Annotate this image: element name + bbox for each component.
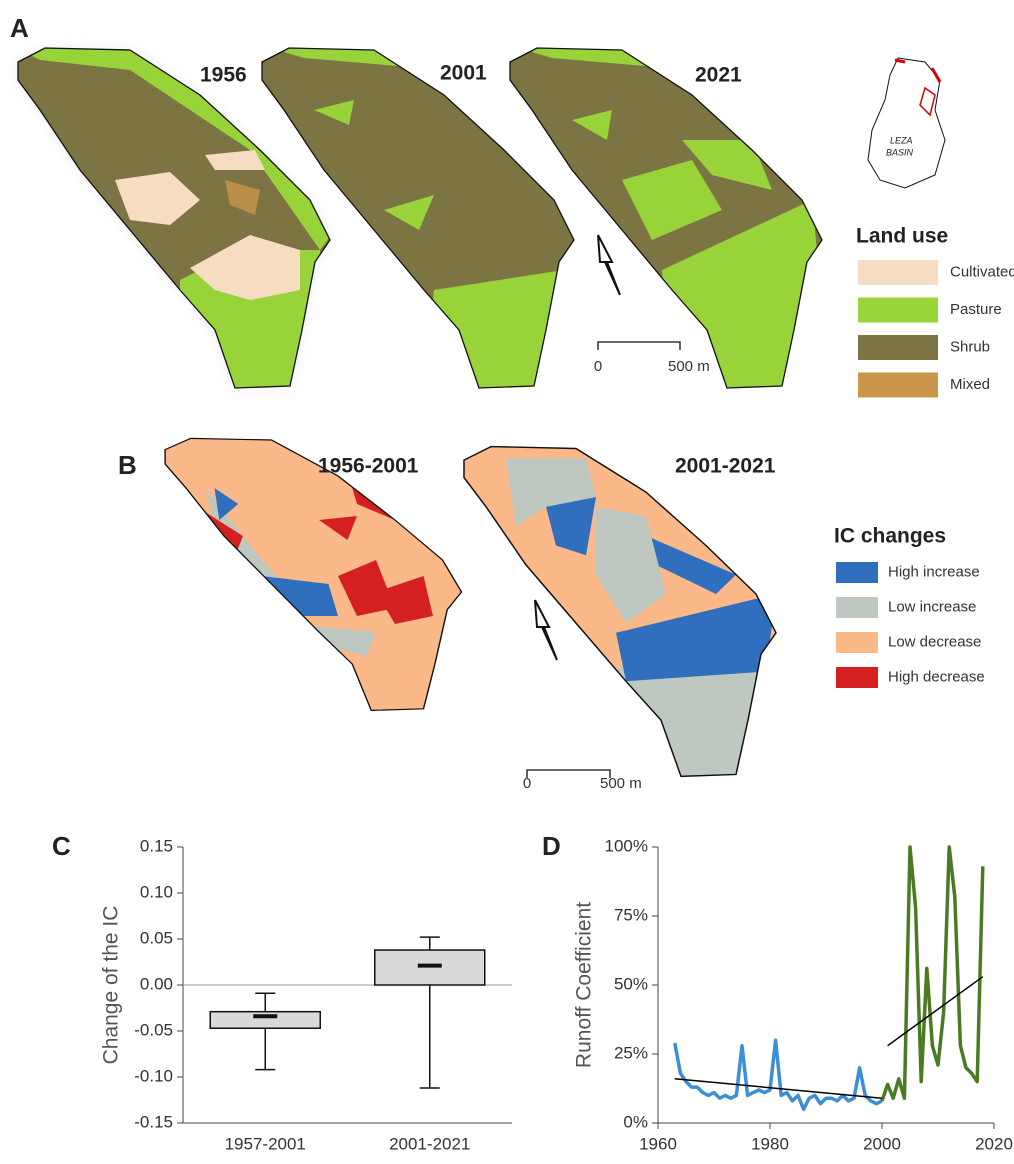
map-title: 2001-2021 (675, 455, 776, 478)
map-1956-2001 (148, 400, 471, 720)
y-tick-label: 0.15 (140, 836, 173, 855)
x-tick-label: 1980 (751, 1134, 789, 1153)
y-tick-label: 0.10 (140, 882, 173, 901)
map-title: 2001 (440, 62, 487, 85)
data-line (675, 1040, 882, 1109)
x-tick-label: 1957-2001 (225, 1134, 306, 1153)
legend-label: Pasture (950, 301, 1002, 318)
y-axis-title: Runoff Coefficient (573, 902, 596, 1068)
legend-title: IC changes (834, 525, 946, 548)
panel-label: C (52, 831, 71, 861)
scale-label: 0 (594, 358, 602, 375)
map-title: 2021 (695, 64, 742, 87)
legend-swatch (836, 667, 878, 688)
north-arrow (598, 235, 620, 295)
legend-swatch (836, 632, 878, 653)
scale-bar (527, 770, 610, 778)
legend-label: Low increase (888, 598, 976, 615)
y-tick-label: 50% (614, 974, 648, 993)
north-arrow (535, 600, 557, 660)
legend-swatch (858, 373, 938, 398)
trend-line (888, 977, 983, 1046)
y-tick-label: 75% (614, 905, 648, 924)
x-tick-label: 1960 (639, 1134, 677, 1153)
legend-label: High increase (888, 563, 980, 580)
legend-label: Low decrease (888, 633, 981, 650)
y-tick-label: 0.05 (140, 928, 173, 947)
panel-label: D (542, 831, 561, 861)
legend-label: Cultivated (950, 263, 1014, 280)
y-tick-label: -0.05 (134, 1020, 173, 1039)
y-axis-title: Change of the IC (100, 906, 123, 1065)
figure: LEZA BASIN 0 500 m 0 500 m 1956 2001 202… (0, 0, 1014, 1159)
map-title: 1956 (200, 64, 247, 87)
scale-bar (598, 342, 680, 350)
inset-map (868, 58, 945, 188)
y-tick-label: 100% (605, 836, 648, 855)
legend-swatch (858, 335, 938, 360)
x-tick-label: 2001-2021 (389, 1134, 470, 1153)
legend-swatch (858, 298, 938, 323)
scale-label: 500 m (668, 358, 710, 375)
y-tick-label: 0.00 (140, 974, 173, 993)
data-line (882, 847, 983, 1101)
legend-swatch (836, 562, 878, 583)
map-title: 1956-2001 (318, 455, 419, 478)
y-tick-label: 0% (623, 1112, 648, 1131)
y-tick-label: -0.10 (134, 1066, 173, 1085)
legend-label: Shrub (950, 338, 990, 355)
legend-label: Mixed (950, 376, 990, 393)
legend-label: High decrease (888, 668, 985, 685)
y-tick-label: -0.15 (134, 1112, 173, 1131)
legend-swatch (836, 597, 878, 618)
scale-label: 500 m (600, 775, 642, 792)
legend-swatch (858, 260, 938, 285)
scale-label: 0 (523, 775, 531, 792)
panel-label: B (118, 450, 137, 480)
inset-label: BASIN (886, 147, 914, 157)
inset-label: LEZA (890, 135, 913, 145)
x-tick-label: 2000 (863, 1134, 901, 1153)
x-tick-label: 2020 (975, 1134, 1013, 1153)
box (210, 1012, 320, 1029)
legend-title: Land use (856, 225, 948, 248)
panel-label: A (10, 13, 29, 43)
y-tick-label: 25% (614, 1043, 648, 1062)
